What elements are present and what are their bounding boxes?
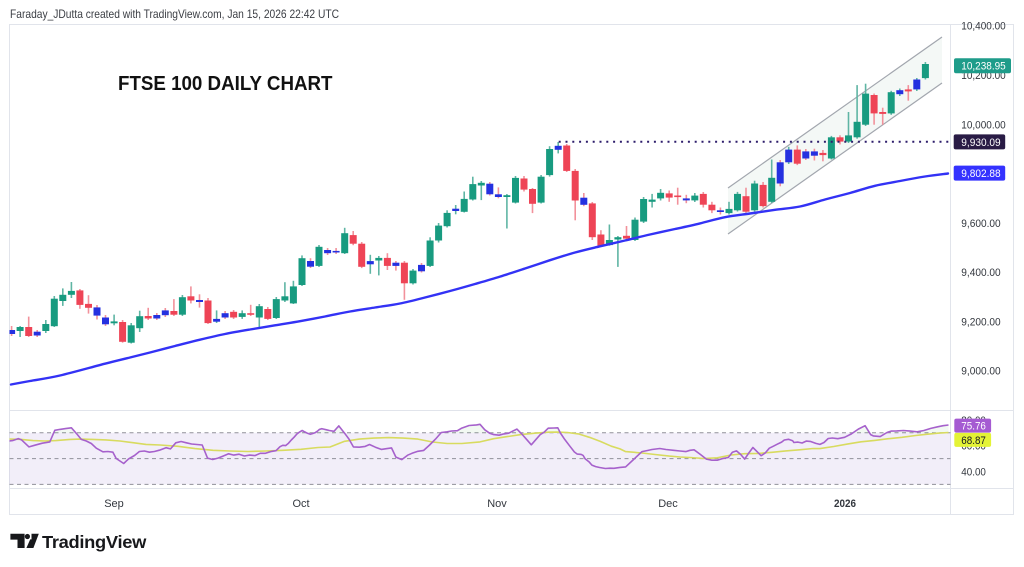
svg-text:10,000.00: 10,000.00 <box>961 119 1005 131</box>
svg-text:9,930.09: 9,930.09 <box>961 137 1000 149</box>
svg-text:2026: 2026 <box>834 498 856 510</box>
svg-text:FTSE 100 DAILY CHART: FTSE 100 DAILY CHART <box>118 73 333 95</box>
svg-text:Nov: Nov <box>487 498 507 510</box>
svg-text:Sep: Sep <box>104 498 124 510</box>
svg-text:TradingView: TradingView <box>42 532 147 552</box>
svg-text:9,400.00: 9,400.00 <box>961 267 1000 279</box>
svg-text:10,238.95: 10,238.95 <box>961 61 1005 73</box>
svg-text:Faraday_JDutta created with Tr: Faraday_JDutta created with TradingView.… <box>10 7 339 21</box>
svg-text:68.87: 68.87 <box>961 435 986 447</box>
svg-text:9,802.88: 9,802.88 <box>961 168 1000 180</box>
svg-text:10,400.00: 10,400.00 <box>961 21 1005 33</box>
svg-text:75.76: 75.76 <box>961 421 986 433</box>
svg-text:Oct: Oct <box>292 498 309 510</box>
svg-text:9,600.00: 9,600.00 <box>961 218 1000 230</box>
svg-text:9,200.00: 9,200.00 <box>961 316 1000 328</box>
svg-text:9,000.00: 9,000.00 <box>961 366 1000 378</box>
svg-text:Dec: Dec <box>658 498 678 510</box>
svg-text:40.00: 40.00 <box>961 466 986 478</box>
